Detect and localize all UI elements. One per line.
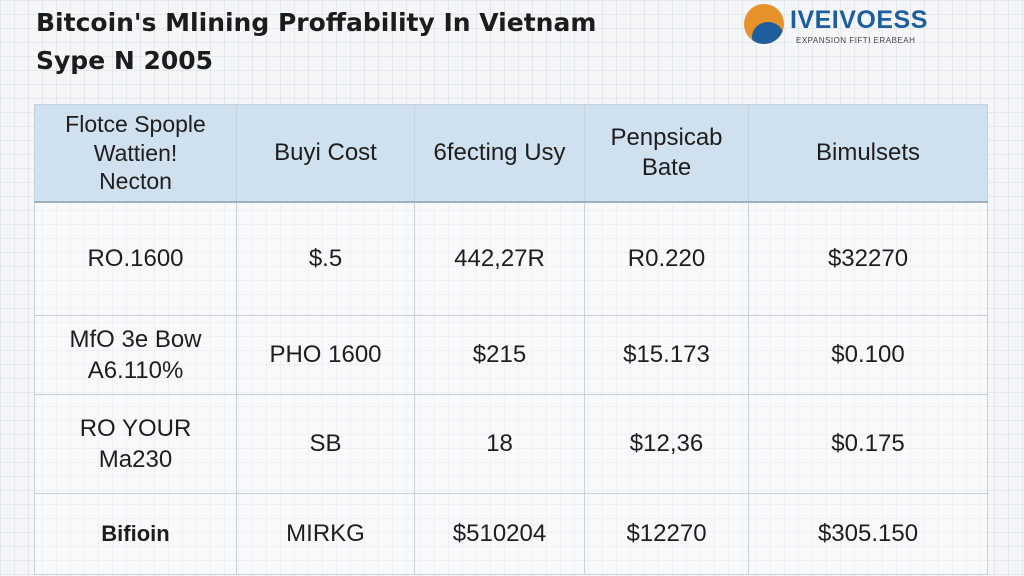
- sun-globe-logo-icon: [744, 4, 784, 44]
- table-cell: $0.100: [748, 315, 988, 395]
- logo-wordmark: IVEIVOESS: [790, 6, 928, 34]
- profitability-table: Flotce Spople Wattien! Necton Buyi Cost …: [34, 104, 988, 575]
- table-cell: $215: [414, 315, 585, 395]
- table-row: RO.1600 $.5 442,27R R0.220 $32270: [34, 201, 988, 316]
- table-cell: 442,27R: [414, 201, 585, 316]
- table-cell: $15.173: [584, 315, 749, 395]
- table-cell: RO.1600: [34, 201, 237, 316]
- table-cell: MfO 3e Bow A6.110%: [34, 315, 237, 395]
- column-header: Buyi Cost: [236, 104, 415, 203]
- logo-tagline: EXPANSION FIFTI ERABEAH: [796, 36, 916, 45]
- table-row: Bifioin MIRKG $510204 $12270 $305.150: [34, 493, 988, 575]
- table-cell: MIRKG: [236, 493, 415, 575]
- table-cell: $12,36: [584, 394, 749, 494]
- table-cell: $510204: [414, 493, 585, 575]
- table-row: MfO 3e Bow A6.110% PHO 1600 $215 $15.173…: [34, 315, 988, 395]
- table-cell: SB: [236, 394, 415, 494]
- table-cell: $32270: [748, 201, 988, 316]
- table-cell: Bifioin: [34, 493, 237, 575]
- table-cell: $12270: [584, 493, 749, 575]
- column-header: Bimulsets: [748, 104, 988, 203]
- column-header: 6fecting Usy: [414, 104, 585, 203]
- brand-logo: IVEIVOESS EXPANSION FIFTI ERABEAH: [744, 4, 994, 48]
- table-cell: $305.150: [748, 493, 988, 575]
- table-cell: $0.175: [748, 394, 988, 494]
- table-header-row: Flotce Spople Wattien! Necton Buyi Cost …: [34, 104, 988, 203]
- column-header: Flotce Spople Wattien! Necton: [34, 104, 237, 203]
- table-cell: $.5: [236, 201, 415, 316]
- table-row: RO YOUR Ma230 SB 18 $12,36 $0.175: [34, 394, 988, 494]
- title-line-1: Bitcoin's Mlining Proffability In Vietna…: [36, 8, 597, 37]
- column-header: Penpsicab Bate: [584, 104, 749, 203]
- table-cell: R0.220: [584, 201, 749, 316]
- page-title: Bitcoin's Mlining Proffability In Vietna…: [36, 4, 596, 80]
- title-line-2: Sype N 2005: [36, 46, 214, 75]
- table-cell: PHO 1600: [236, 315, 415, 395]
- table-cell: RO YOUR Ma230: [34, 394, 237, 494]
- table-cell: 18: [414, 394, 585, 494]
